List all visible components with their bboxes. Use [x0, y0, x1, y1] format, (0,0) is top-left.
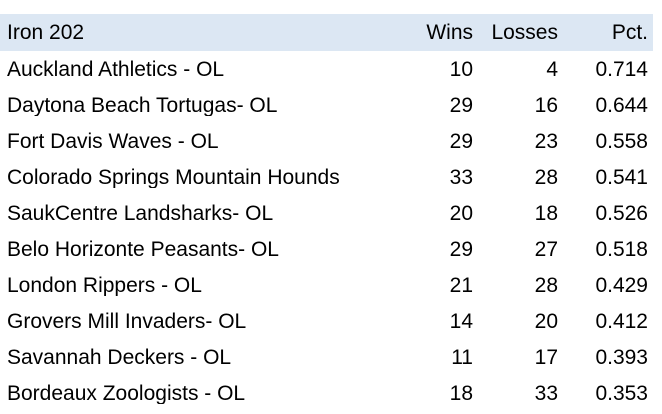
- team-name: Grovers Mill Invaders- OL: [7, 310, 247, 332]
- losses-value: 28: [534, 166, 558, 188]
- table-row: Fort Davis Waves - OL 29 23 0.558: [0, 123, 653, 159]
- table-row: SaukCentre Landsharks- OL 20 18 0.526: [0, 195, 653, 231]
- table-row: Belo Horizonte Peasants- OL 29 27 0.518: [0, 231, 653, 267]
- table-row: Bordeaux Zoologists - OL 18 33 0.353: [0, 375, 653, 411]
- wins-value: 14: [449, 310, 473, 332]
- table-row: Auckland Athletics - OL 10 4 0.714: [0, 51, 653, 87]
- table-title: Iron 202: [7, 22, 85, 43]
- table-row: London Rippers - OL 21 28 0.429: [0, 267, 653, 303]
- table-header-row: Iron 202 Wins Losses Pct.: [0, 14, 653, 51]
- team-name: SaukCentre Landsharks- OL: [7, 202, 274, 224]
- losses-value: 17: [534, 346, 558, 368]
- wins-value: 29: [449, 130, 473, 152]
- losses-value: 4: [546, 58, 558, 80]
- losses-value: 33: [534, 382, 558, 404]
- team-name: Fort Davis Waves - OL: [7, 130, 219, 152]
- column-header-wins: Wins: [426, 22, 473, 43]
- column-header-losses: Losses: [491, 22, 558, 43]
- losses-value: 28: [534, 274, 558, 296]
- pct-value: 0.393: [595, 346, 648, 368]
- team-name: Belo Horizonte Peasants- OL: [7, 238, 279, 260]
- team-name: London Rippers - OL: [7, 274, 202, 296]
- wins-value: 21: [449, 274, 473, 296]
- losses-value: 18: [534, 202, 558, 224]
- wins-value: 33: [449, 166, 473, 188]
- pct-value: 0.353: [595, 382, 648, 404]
- wins-value: 18: [449, 382, 473, 404]
- losses-value: 16: [534, 94, 558, 116]
- losses-value: 20: [534, 310, 558, 332]
- pct-value: 0.644: [595, 94, 648, 116]
- team-name: Daytona Beach Tortugas- OL: [7, 94, 278, 116]
- pct-value: 0.558: [595, 130, 648, 152]
- pct-value: 0.518: [595, 238, 648, 260]
- table-row: Grovers Mill Invaders- OL 14 20 0.412: [0, 303, 653, 339]
- pct-value: 0.429: [595, 274, 648, 296]
- wins-value: 10: [449, 58, 473, 80]
- wins-value: 20: [449, 202, 473, 224]
- table-row: Colorado Springs Mountain Hounds 33 28 0…: [0, 159, 653, 195]
- wins-value: 11: [451, 346, 473, 368]
- team-name: Colorado Springs Mountain Hounds: [7, 166, 340, 188]
- table-row: Daytona Beach Tortugas- OL 29 16 0.644: [0, 87, 653, 123]
- losses-value: 27: [534, 238, 558, 260]
- team-name: Auckland Athletics - OL: [7, 58, 225, 80]
- wins-value: 29: [449, 94, 473, 116]
- pct-value: 0.526: [595, 202, 648, 224]
- table-row: Savannah Deckers - OL 11 17 0.393: [0, 339, 653, 375]
- team-name: Bordeaux Zoologists - OL: [7, 382, 246, 404]
- wins-value: 29: [449, 238, 473, 260]
- pct-value: 0.412: [595, 310, 648, 332]
- pct-value: 0.714: [595, 58, 648, 80]
- losses-value: 23: [534, 130, 558, 152]
- pct-value: 0.541: [595, 166, 648, 188]
- team-name: Savannah Deckers - OL: [7, 346, 232, 368]
- column-header-pct: Pct.: [611, 22, 648, 43]
